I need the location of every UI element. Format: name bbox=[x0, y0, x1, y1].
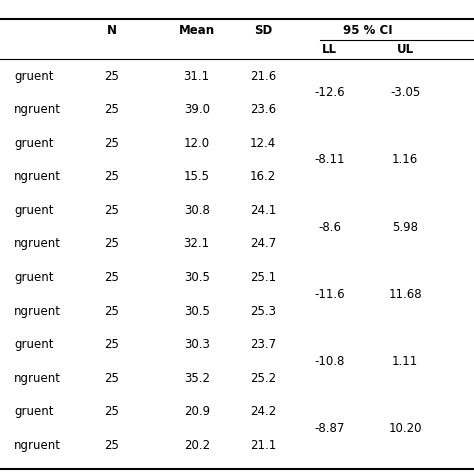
Text: 25.1: 25.1 bbox=[250, 271, 276, 284]
Text: 30.5: 30.5 bbox=[184, 271, 210, 284]
Text: 25: 25 bbox=[104, 137, 119, 150]
Text: 25.3: 25.3 bbox=[250, 305, 276, 318]
Text: UL: UL bbox=[397, 43, 414, 56]
Text: 16.2: 16.2 bbox=[250, 170, 276, 183]
Text: 25: 25 bbox=[104, 338, 119, 351]
Text: gruent: gruent bbox=[14, 137, 54, 150]
Text: -12.6: -12.6 bbox=[314, 86, 345, 100]
Text: 25: 25 bbox=[104, 170, 119, 183]
Text: 5.98: 5.98 bbox=[392, 220, 418, 234]
Text: 21.6: 21.6 bbox=[250, 70, 276, 82]
Text: -3.05: -3.05 bbox=[390, 86, 420, 100]
Text: 11.68: 11.68 bbox=[389, 288, 422, 301]
Text: 24.7: 24.7 bbox=[250, 237, 276, 250]
Text: ngruent: ngruent bbox=[14, 103, 61, 116]
Text: 20.2: 20.2 bbox=[183, 439, 210, 452]
Text: ngruent: ngruent bbox=[14, 170, 61, 183]
Text: 25: 25 bbox=[104, 305, 119, 318]
Text: 23.7: 23.7 bbox=[250, 338, 276, 351]
Text: 25: 25 bbox=[104, 103, 119, 116]
Text: -11.6: -11.6 bbox=[314, 288, 345, 301]
Text: -8.6: -8.6 bbox=[318, 220, 341, 234]
Text: N: N bbox=[106, 24, 117, 37]
Text: 1.11: 1.11 bbox=[392, 355, 419, 368]
Text: 23.6: 23.6 bbox=[250, 103, 276, 116]
Text: 12.4: 12.4 bbox=[250, 137, 276, 150]
Text: 24.2: 24.2 bbox=[250, 405, 276, 418]
Text: 30.8: 30.8 bbox=[184, 204, 210, 217]
Text: ngruent: ngruent bbox=[14, 439, 61, 452]
Text: 25: 25 bbox=[104, 204, 119, 217]
Text: 25: 25 bbox=[104, 372, 119, 385]
Text: -10.8: -10.8 bbox=[314, 355, 345, 368]
Text: 10.20: 10.20 bbox=[389, 422, 422, 435]
Text: 25: 25 bbox=[104, 405, 119, 418]
Text: SD: SD bbox=[254, 24, 272, 37]
Text: 25: 25 bbox=[104, 237, 119, 250]
Text: 21.1: 21.1 bbox=[250, 439, 276, 452]
Text: -8.11: -8.11 bbox=[314, 154, 345, 166]
Text: Mean: Mean bbox=[179, 24, 215, 37]
Text: 25: 25 bbox=[104, 70, 119, 82]
Text: 31.1: 31.1 bbox=[183, 70, 210, 82]
Text: 35.2: 35.2 bbox=[184, 372, 210, 385]
Text: ngruent: ngruent bbox=[14, 372, 61, 385]
Text: 32.1: 32.1 bbox=[183, 237, 210, 250]
Text: 12.0: 12.0 bbox=[183, 137, 210, 150]
Text: 30.3: 30.3 bbox=[184, 338, 210, 351]
Text: gruent: gruent bbox=[14, 271, 54, 284]
Text: gruent: gruent bbox=[14, 405, 54, 418]
Text: 30.5: 30.5 bbox=[184, 305, 210, 318]
Text: 20.9: 20.9 bbox=[183, 405, 210, 418]
Text: ngruent: ngruent bbox=[14, 305, 61, 318]
Text: 25.2: 25.2 bbox=[250, 372, 276, 385]
Text: 1.16: 1.16 bbox=[392, 154, 419, 166]
Text: 95 % CI: 95 % CI bbox=[343, 24, 392, 37]
Text: 39.0: 39.0 bbox=[184, 103, 210, 116]
Text: LL: LL bbox=[322, 43, 337, 56]
Text: gruent: gruent bbox=[14, 204, 54, 217]
Text: 15.5: 15.5 bbox=[184, 170, 210, 183]
Text: 25: 25 bbox=[104, 439, 119, 452]
Text: gruent: gruent bbox=[14, 70, 54, 82]
Text: -8.87: -8.87 bbox=[314, 422, 345, 435]
Text: gruent: gruent bbox=[14, 338, 54, 351]
Text: 25: 25 bbox=[104, 271, 119, 284]
Text: 24.1: 24.1 bbox=[250, 204, 276, 217]
Text: ngruent: ngruent bbox=[14, 237, 61, 250]
